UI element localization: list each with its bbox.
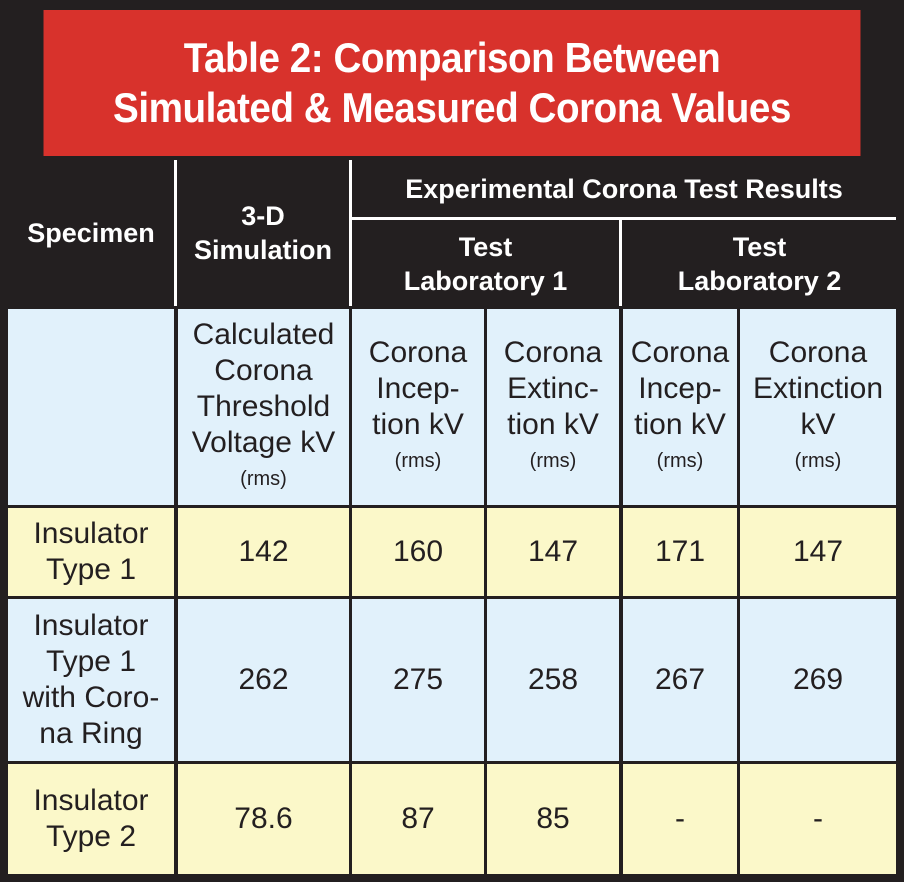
table-cell: 267	[623, 599, 737, 761]
table-cell: 258	[487, 599, 619, 761]
subheader-unit: (rms)	[794, 450, 842, 472]
subheader-line: tion kV	[507, 408, 599, 441]
header-lab2-line2: Laboratory 2	[677, 265, 842, 296]
table-cell: 147	[487, 508, 619, 596]
subheader-line: tion kV	[372, 408, 464, 441]
subheader-line: Incep-	[638, 372, 722, 405]
header-lab2: Test Laboratory 2	[623, 221, 896, 306]
table-title: Table 2: Comparison Between Simulated & …	[43, 10, 861, 156]
row-label: Insulator Type 2	[8, 764, 174, 874]
header-lab1-line1: Test	[458, 231, 513, 262]
row-label-line: Type 1	[45, 645, 137, 678]
divider	[619, 220, 622, 306]
row-label-line: Type 2	[45, 820, 137, 853]
table-cell: 147	[740, 508, 896, 596]
row-label-line: with Coro-	[22, 681, 160, 714]
subheader-unit: (rms)	[394, 450, 442, 472]
header-sim-line2: Simulation	[193, 235, 332, 265]
subheader-unit: (rms)	[529, 450, 577, 472]
subheader-line: Corona	[630, 336, 730, 369]
subheader-lab2-inception: Corona Incep- tion kV (rms)	[623, 309, 737, 505]
header-experimental-text: Experimental Corona Test Results	[405, 174, 843, 204]
subheader-line: Corona	[368, 336, 468, 369]
subheader-lab1-inception: Corona Incep- tion kV (rms)	[352, 309, 484, 505]
divider	[352, 217, 896, 220]
subheader-line: Corona	[768, 336, 868, 369]
table-cell: 142	[178, 508, 349, 596]
table-cell: 171	[623, 508, 737, 596]
subheader-calc-line: Calculated	[192, 318, 335, 351]
subheader-line-last: kV (rms)	[753, 407, 883, 479]
row-label-line: Insulator	[33, 517, 149, 550]
subheader-line: tion kV	[634, 408, 726, 441]
subheader-line: Corona	[503, 336, 603, 369]
header-simulation: 3-D Simulation	[178, 160, 348, 306]
subheader-line: Extinction	[752, 372, 884, 405]
header-experimental: Experimental Corona Test Results	[352, 160, 896, 218]
subheader-calc-line: Voltage kV	[191, 426, 336, 459]
table-cell: -	[623, 764, 737, 874]
table-cell: -	[740, 764, 896, 874]
subheader-line: Incep-	[376, 372, 460, 405]
subheader-calc-line: Corona	[214, 354, 313, 387]
header-specimen-text: Specimen	[27, 218, 155, 248]
subheader-line: Extinc-	[507, 372, 599, 405]
subheader-lab1-extinction: Corona Extinc- tion kV (rms)	[487, 309, 619, 505]
row-label-line: Type 1	[45, 553, 137, 586]
divider	[174, 160, 177, 306]
subheader-empty	[8, 309, 174, 505]
table-cell: 87	[352, 764, 484, 874]
header-lab1: Test Laboratory 1	[352, 221, 619, 306]
row-label-line: Insulator	[33, 784, 149, 817]
subheader-unit: (rms)	[656, 450, 704, 472]
title-line-1: Table 2: Comparison Between	[183, 34, 721, 81]
header-lab2-line1: Test	[732, 231, 787, 262]
header-sim-line1: 3-D	[241, 201, 285, 231]
table-cell: 269	[740, 599, 896, 761]
subheader-calc-unit: (rms)	[240, 468, 287, 490]
header-specimen: Specimen	[8, 160, 174, 306]
table-cell: 85	[487, 764, 619, 874]
table-cell: 78.6	[178, 764, 349, 874]
subheader-lab2-extinction: Corona Extinction kV (rms)	[740, 309, 896, 505]
subheader-calculated: Calculated Corona Threshold Voltage kV (…	[178, 309, 349, 505]
row-label: Insulator Type 1	[8, 508, 174, 596]
row-label: Insulator Type 1 with Coro- na Ring	[8, 599, 174, 761]
subheader-calc-line: Threshold	[196, 390, 331, 423]
title-line-2: Simulated & Measured Corona Values	[113, 84, 791, 131]
row-label-line: Insulator	[33, 609, 149, 642]
table-cell: 275	[352, 599, 484, 761]
header-lab1-line2: Laboratory 1	[403, 265, 568, 296]
table-cell: 262	[178, 599, 349, 761]
table-cell: 160	[352, 508, 484, 596]
row-label-line: na Ring	[39, 717, 143, 750]
divider	[349, 160, 352, 306]
subheader-kv: kV	[800, 408, 836, 441]
